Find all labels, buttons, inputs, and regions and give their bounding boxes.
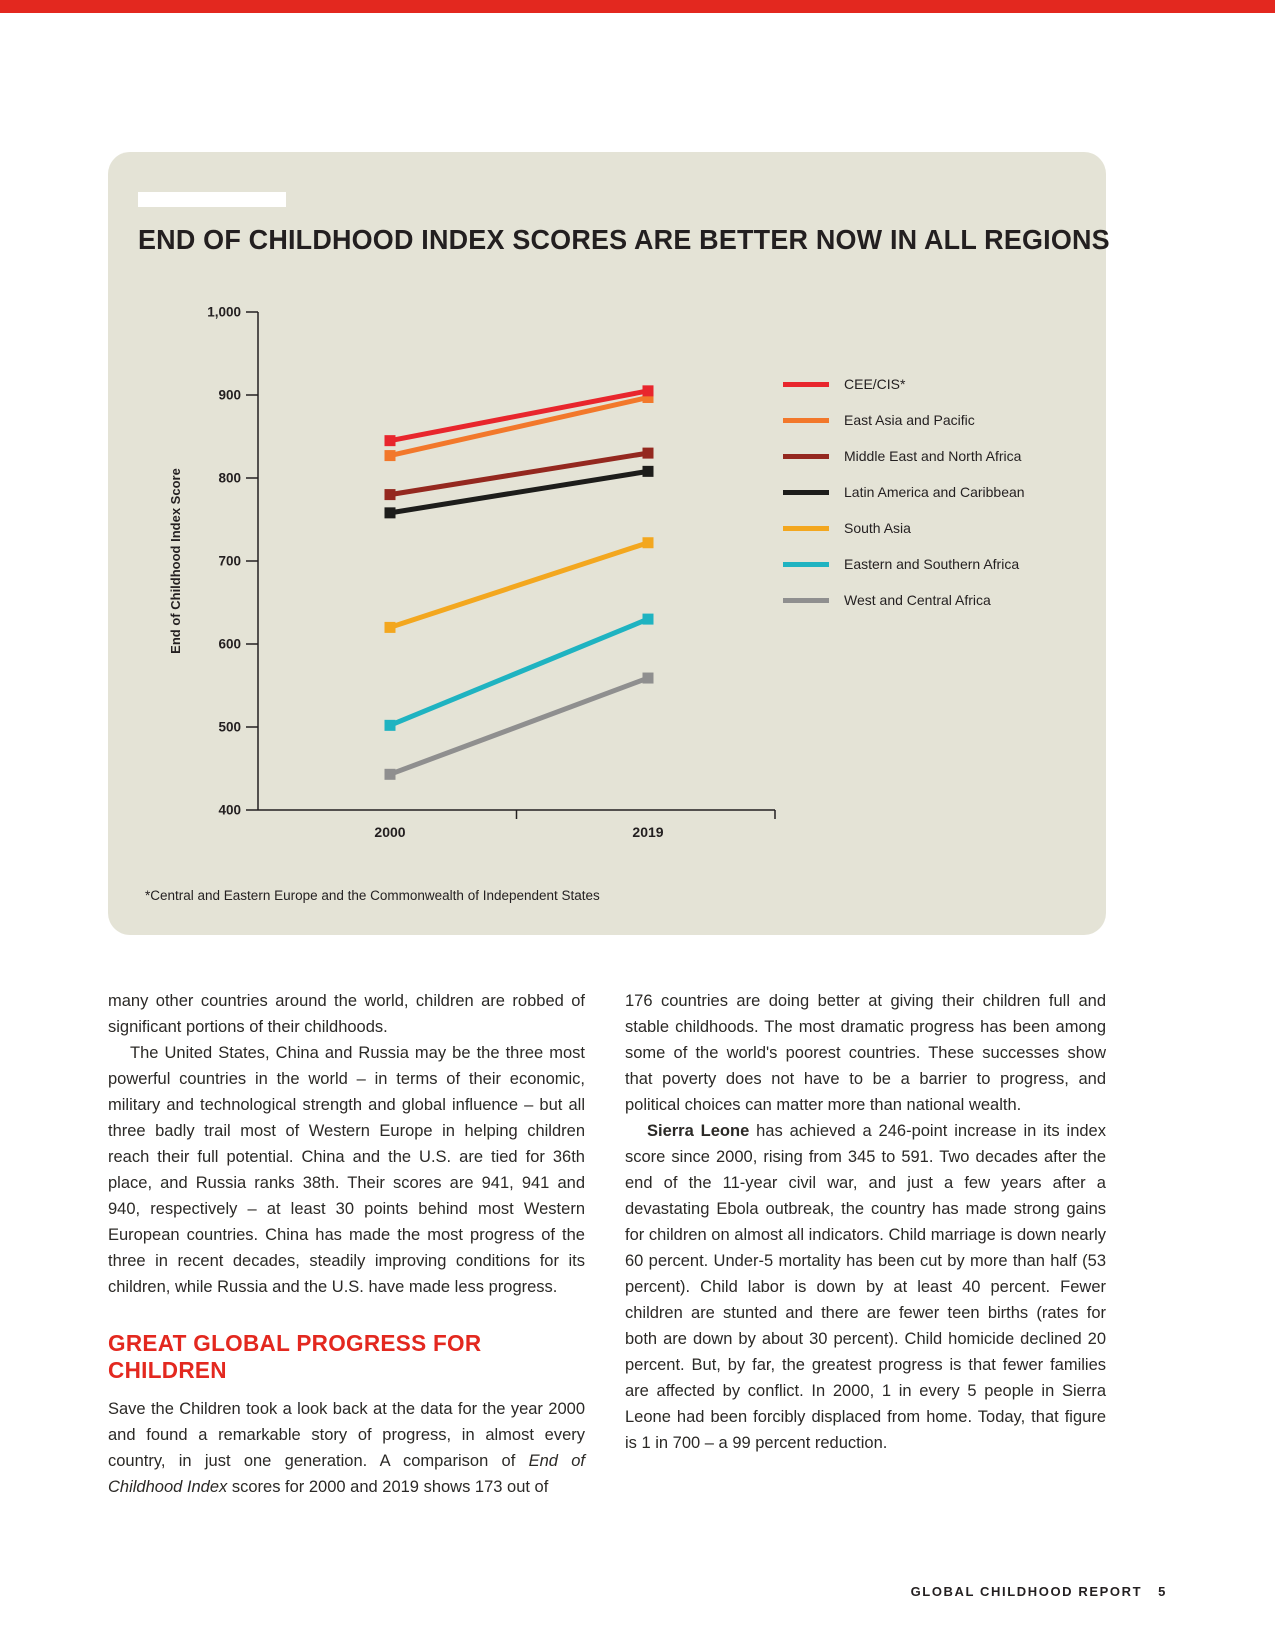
paragraph: many other countries around the world, c…	[108, 988, 585, 1040]
legend-color-line	[783, 453, 829, 459]
y-axis-title: End of Childhood Index Score	[168, 468, 183, 654]
article-body: many other countries around the world, c…	[108, 988, 1106, 1500]
series-marker	[384, 719, 396, 731]
series-line	[389, 388, 649, 444]
y-tick-label: 600	[218, 637, 241, 652]
legend-label: South Asia	[844, 520, 911, 536]
text-column-right: 176 countries are doing better at giving…	[625, 988, 1106, 1500]
series-marker	[642, 537, 654, 549]
text-run: scores for 2000 and 2019 shows 173 out o…	[227, 1478, 549, 1496]
y-tick-label: 500	[218, 720, 241, 735]
series-marker	[384, 621, 396, 633]
series-line	[389, 395, 649, 459]
paragraph: The United States, China and Russia may …	[108, 1040, 585, 1300]
series-marker	[642, 613, 654, 625]
legend-item: South Asia	[783, 510, 1025, 546]
series-line	[389, 616, 649, 728]
y-tick-label: 400	[218, 803, 241, 818]
section-heading: GREAT GLOBAL PROGRESS FOR CHILDREN	[108, 1330, 482, 1383]
chart-title: END OF CHILDHOOD INDEX SCORES ARE BETTER…	[138, 224, 1110, 255]
series-marker	[384, 489, 396, 501]
y-tick-label: 700	[218, 554, 241, 569]
x-tick-label: 2000	[374, 824, 405, 840]
paragraph: 176 countries are doing better at giving…	[625, 988, 1106, 1118]
legend-item: East Asia and Pacific	[783, 402, 1025, 438]
series-line	[389, 675, 649, 777]
series-marker	[384, 450, 396, 462]
legend-item: Middle East and North Africa	[783, 438, 1025, 474]
chart-legend: CEE/CIS* East Asia and Pacific Middle East…	[783, 366, 1025, 618]
top-accent-bar	[0, 0, 1275, 13]
series-line	[389, 540, 649, 630]
text-run: many other countries around the world, c…	[108, 992, 585, 1036]
y-tick-label: 800	[218, 471, 241, 486]
legend-color-line	[783, 597, 829, 603]
footer-title: GLOBAL CHILDHOOD REPORT	[910, 1584, 1143, 1599]
legend-label: Latin America and Caribbean	[844, 484, 1025, 500]
legend-item: CEE/CIS*	[783, 366, 1025, 402]
paragraph: Save the Children took a look back at th…	[108, 1396, 585, 1500]
series-line	[389, 468, 649, 516]
text-run: End of Childhood Index	[108, 1452, 585, 1496]
chart-panel: END OF CHILDHOOD INDEX SCORES ARE BETTER…	[108, 152, 1110, 935]
legend-color-line	[783, 417, 829, 423]
legend-label: Middle East and North Africa	[844, 448, 1022, 464]
legend-color-line	[783, 561, 829, 567]
page-footer: GLOBAL CHILDHOOD REPORT 5	[911, 1584, 1167, 1599]
text-run: The United States, China and Russia may …	[108, 1044, 585, 1296]
legend-item: West and Central Africa	[783, 582, 1025, 618]
text-run: Sierra Leone	[647, 1122, 750, 1140]
legend-label: West and Central Africa	[844, 592, 991, 608]
y-tick-label: 900	[218, 388, 241, 403]
series-marker	[384, 507, 396, 519]
series-marker	[642, 672, 654, 684]
page-number: 5	[1158, 1584, 1167, 1599]
legend-color-line	[783, 489, 829, 495]
text-run: has achieved a 246-point increase in its…	[625, 1122, 1106, 1452]
decorative-tab	[138, 192, 286, 207]
series-marker	[642, 447, 654, 459]
legend-item: Latin America and Caribbean	[783, 474, 1025, 510]
text-run: 176 countries are doing better at giving…	[625, 992, 1106, 1114]
series-marker	[384, 768, 396, 780]
series-marker	[642, 465, 654, 477]
chart-footnote: *Central and Eastern Europe and the Comm…	[145, 888, 600, 903]
legend-label: Eastern and Southern Africa	[844, 556, 1020, 572]
legend-color-line	[783, 381, 829, 387]
legend-label: East Asia and Pacific	[844, 412, 975, 428]
x-tick-label: 2019	[632, 824, 663, 840]
series-marker	[642, 391, 654, 403]
series-line	[389, 450, 649, 498]
legend-color-line	[783, 525, 829, 531]
legend-item: Eastern and Southern Africa	[783, 546, 1025, 582]
series-marker	[642, 385, 654, 397]
y-tick-label: 1,000	[207, 305, 241, 320]
slope-chart: 1,000 900 800 700 600 500 400 2000 2019 End of Ch…	[168, 305, 776, 840]
paragraph: Sierra Leone has achieved a 246-point in…	[625, 1118, 1106, 1456]
series-marker	[384, 435, 396, 447]
legend-label: CEE/CIS*	[844, 376, 906, 392]
text-column-left: many other countries around the world, c…	[108, 988, 585, 1500]
text-run: Save the Children took a look back at th…	[108, 1400, 585, 1470]
